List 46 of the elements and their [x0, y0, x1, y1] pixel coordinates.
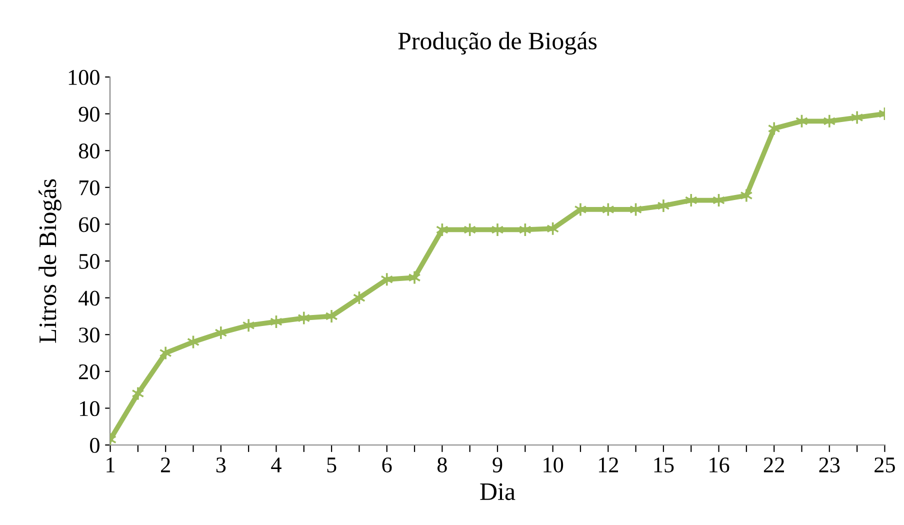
- y-tick-label: 80: [78, 144, 100, 159]
- point: [380, 272, 394, 287]
- point: [298, 310, 310, 326]
- point: [602, 202, 614, 217]
- x-tick-label: 25: [874, 458, 895, 472]
- point: [657, 198, 670, 213]
- y-tick-label: 0: [90, 438, 100, 453]
- point: [684, 193, 698, 208]
- point: [850, 110, 864, 125]
- x-tick-label: 23: [819, 458, 840, 472]
- x-tick-label: 10: [544, 457, 564, 472]
- x-tick-label: 5: [327, 458, 336, 472]
- point: [242, 318, 255, 333]
- point: [740, 188, 753, 203]
- x-tick-label: 12: [598, 458, 618, 472]
- point: [574, 202, 587, 217]
- point: [823, 114, 836, 128]
- x-tick-label: 1: [106, 458, 114, 472]
- x-tick-label: 8: [437, 457, 447, 472]
- y-tick-label: 60: [79, 217, 100, 232]
- y-axis-title: Litros de Biogás: [38, 179, 62, 343]
- y-tick-label: 20: [79, 364, 100, 380]
- point: [325, 309, 338, 324]
- x-tick-label: 6: [382, 458, 392, 472]
- y-tick-label: 90: [78, 106, 100, 122]
- x-tick-label: 16: [710, 458, 730, 472]
- chart-title: Produção de Biogás: [398, 32, 597, 55]
- x-tick-label: 9: [492, 458, 502, 472]
- x-tick-label: 15: [654, 458, 674, 472]
- point: [214, 326, 228, 340]
- point: [491, 222, 504, 237]
- point: [132, 386, 144, 401]
- point: [408, 270, 421, 285]
- x-tick-label: 4: [271, 458, 282, 472]
- x-tick-label: 2: [161, 458, 170, 472]
- y-tick-label: 40: [78, 290, 100, 306]
- y-tick-label: 70: [80, 180, 100, 196]
- y-tick-label: 10: [80, 401, 100, 416]
- y-tick-label: 30: [79, 328, 100, 343]
- x-tick-label: 3: [216, 458, 226, 472]
- point: [768, 121, 780, 136]
- x-axis-title: Dia: [480, 483, 516, 500]
- point: [159, 346, 172, 360]
- y-tick-label: 50: [79, 254, 100, 269]
- x-tick-label: 22: [764, 458, 784, 472]
- y-tick-label: 100: [68, 70, 100, 85]
